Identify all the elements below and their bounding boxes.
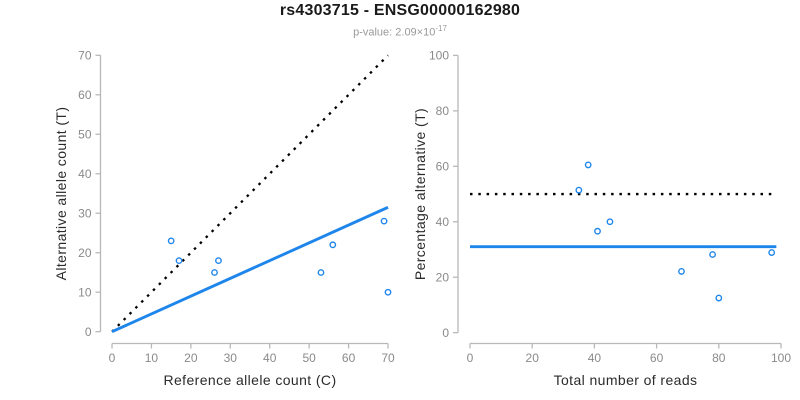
page-title: rs4303715 - ENSG00000162980 [279,2,521,19]
x-tick-label: 100 [771,351,791,365]
x-tick-label: 60 [342,351,356,365]
panel-percentage-alternative: 0 20 40 60 80 100 0 20 40 60 80 100 Total number of … [412,49,791,388]
x-axis-label: Reference allele count (C) [163,372,336,388]
y-tick-label: 60 [436,160,450,174]
data-point [215,257,222,265]
x-tick-label: 30 [224,351,238,365]
x-tick-label: 0 [467,351,474,365]
y-tick-label: 0 [85,325,92,339]
y-tick-label: 60 [78,88,92,102]
data-point [329,241,337,249]
y-axis-label: Alternative allele count (T) [53,107,69,281]
x-tick-label: 70 [381,351,395,365]
y-tick-label: 70 [78,49,92,63]
fitted-ratio-line [111,205,389,334]
data-point [211,269,218,276]
y-tick-label: 100 [429,49,449,63]
x-tick-label: 50 [302,351,316,365]
data-point [606,218,614,226]
data-point [768,249,776,256]
y-tick-label: 40 [78,167,92,181]
x-tick-label: 10 [145,351,159,365]
data-point [167,237,175,245]
y-tick-label: 20 [78,246,92,260]
panel-allele-counts: 0 10 20 30 40 50 60 70 0 10 20 30 40 50 60 70 Reference … [53,49,395,389]
data-point [380,217,388,225]
data-point [384,288,392,296]
pvalue-text: p-value: 2.09×10 [353,26,436,39]
y-tick-label: 80 [436,104,450,118]
data-point [594,227,601,235]
x-tick-label: 20 [184,351,198,365]
x-axis-label: Total number of reads [554,372,698,388]
y-tick-label: 50 [78,127,92,141]
y-tick-label: 30 [78,206,92,220]
y-tick-label: 10 [78,285,92,299]
data-point [709,251,716,258]
data-point [175,257,183,265]
x-tick-label: 20 [526,351,540,365]
data-point [584,161,592,169]
data-point [715,294,723,302]
x-tick-label: 0 [109,351,116,365]
x-tick-label: 60 [650,351,664,365]
pvalue-exponent: -17 [435,24,447,33]
y-tick-label: 40 [436,215,450,229]
x-tick-label: 80 [712,351,726,365]
y-tick-label: 0 [442,326,449,340]
x-tick-label: 40 [588,351,602,365]
data-point [575,186,583,194]
y-tick-label: 20 [436,270,450,284]
x-tick-label: 40 [263,351,277,365]
identity-line [111,54,389,333]
data-point [678,268,685,275]
y-axis-label: Percentage alternative (T) [412,108,428,280]
pvalue-subtitle: p-value: 2.09×10-17 [0,24,800,39]
data-point [317,269,325,276]
